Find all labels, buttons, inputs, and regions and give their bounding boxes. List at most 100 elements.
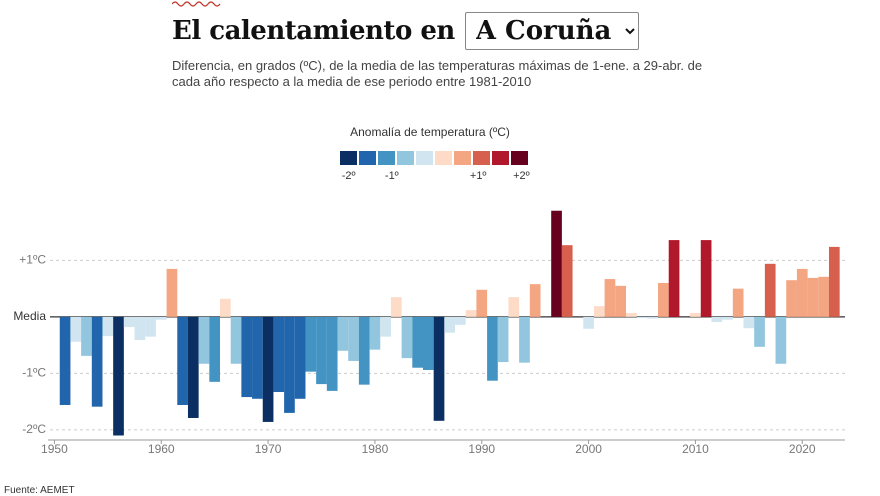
bar bbox=[625, 312, 637, 317]
legend-swatch bbox=[378, 151, 395, 165]
bar bbox=[722, 316, 733, 320]
bar bbox=[444, 316, 456, 333]
chart-title: El calentamiento en bbox=[172, 16, 455, 46]
source: Fuente: AEMET bbox=[4, 485, 75, 496]
bar bbox=[198, 316, 210, 364]
bar bbox=[551, 210, 562, 317]
legend-tick-label: +2º bbox=[513, 170, 530, 182]
bar bbox=[91, 316, 103, 407]
bar bbox=[422, 316, 434, 370]
bar bbox=[743, 316, 755, 329]
bar bbox=[241, 316, 253, 398]
bar bbox=[690, 312, 701, 317]
bar bbox=[433, 316, 445, 421]
bar bbox=[294, 316, 306, 399]
bar bbox=[134, 316, 146, 341]
bar bbox=[519, 316, 530, 363]
bar bbox=[326, 316, 338, 391]
bar bbox=[818, 276, 829, 317]
header: El calentamiento en A Coruña bbox=[172, 12, 639, 50]
bar bbox=[337, 316, 349, 351]
bar bbox=[155, 316, 167, 320]
chart: Anomalía de temperatura (ºC) -2º -1º +1º +2º… bbox=[13, 125, 845, 456]
bar bbox=[476, 289, 488, 317]
y-tick-label: Media bbox=[13, 309, 46, 323]
bar bbox=[775, 316, 787, 364]
y-tick-label: -1ºC bbox=[22, 366, 46, 380]
legend-swatch bbox=[435, 151, 452, 165]
legend-swatch bbox=[397, 151, 414, 165]
bar bbox=[123, 316, 135, 328]
bar bbox=[390, 297, 402, 317]
legend-swatch bbox=[492, 151, 509, 165]
bar bbox=[187, 316, 199, 418]
decoration bbox=[172, 1, 221, 7]
bar bbox=[369, 316, 381, 350]
bar bbox=[754, 316, 765, 347]
bar bbox=[732, 288, 744, 317]
legend-title: Anomalía de temperatura (ºC) bbox=[350, 125, 510, 139]
y-tick-label: +1ºC bbox=[19, 253, 46, 267]
bar bbox=[305, 316, 317, 372]
bar bbox=[668, 240, 680, 317]
bar bbox=[380, 316, 391, 337]
legend-swatch bbox=[416, 151, 433, 165]
bar bbox=[711, 316, 723, 322]
y-tick-label: -2ºC bbox=[22, 422, 46, 436]
bar bbox=[113, 316, 124, 436]
bar bbox=[764, 263, 776, 317]
bar bbox=[561, 245, 573, 317]
bar bbox=[81, 316, 92, 356]
bar bbox=[145, 316, 156, 337]
bar bbox=[455, 316, 466, 325]
bar bbox=[786, 280, 797, 317]
legend-swatch bbox=[511, 151, 528, 165]
bar bbox=[497, 316, 509, 363]
bar bbox=[828, 246, 840, 317]
bar bbox=[284, 316, 295, 413]
bar bbox=[262, 316, 274, 422]
bar bbox=[166, 268, 178, 317]
legend-tick-label: -1º bbox=[385, 170, 399, 182]
bar bbox=[465, 310, 477, 317]
bar bbox=[796, 268, 808, 317]
bar bbox=[59, 316, 71, 405]
bar bbox=[358, 316, 370, 385]
bar bbox=[807, 277, 819, 317]
x-tick-label: 2020 bbox=[789, 442, 816, 456]
bar bbox=[177, 316, 188, 405]
legend-swatch bbox=[473, 151, 490, 165]
bar bbox=[230, 316, 242, 364]
legend-tick-label: -2º bbox=[342, 170, 356, 182]
subtitle: Diferencia, en grados (ºC), de la media … bbox=[172, 58, 703, 89]
x-tick-label: 2000 bbox=[575, 442, 602, 456]
x-tick-label: 1960 bbox=[148, 442, 175, 456]
bar bbox=[487, 316, 498, 381]
bar bbox=[700, 240, 712, 317]
bar bbox=[647, 316, 659, 319]
bar bbox=[615, 285, 626, 317]
bar bbox=[102, 316, 114, 337]
bar bbox=[529, 284, 541, 317]
legend-swatch bbox=[454, 151, 471, 165]
bar bbox=[348, 316, 359, 361]
legend-tick-label: +1º bbox=[470, 170, 487, 182]
bar bbox=[412, 316, 423, 368]
bar bbox=[220, 298, 231, 317]
bar bbox=[636, 316, 648, 319]
x-tick-label: 1970 bbox=[255, 442, 282, 456]
bar bbox=[593, 306, 605, 317]
location-select[interactable]: A Coruña bbox=[464, 12, 639, 50]
bar bbox=[604, 279, 616, 317]
bar bbox=[583, 316, 594, 329]
x-tick-label: 1990 bbox=[468, 442, 495, 456]
bar bbox=[316, 316, 327, 385]
legend-swatch bbox=[359, 151, 376, 165]
legend-swatch bbox=[340, 151, 357, 165]
bar bbox=[273, 316, 285, 392]
bar bbox=[658, 283, 669, 317]
bar bbox=[508, 297, 520, 317]
bar bbox=[401, 316, 413, 359]
x-tick-label: 2010 bbox=[682, 442, 709, 456]
